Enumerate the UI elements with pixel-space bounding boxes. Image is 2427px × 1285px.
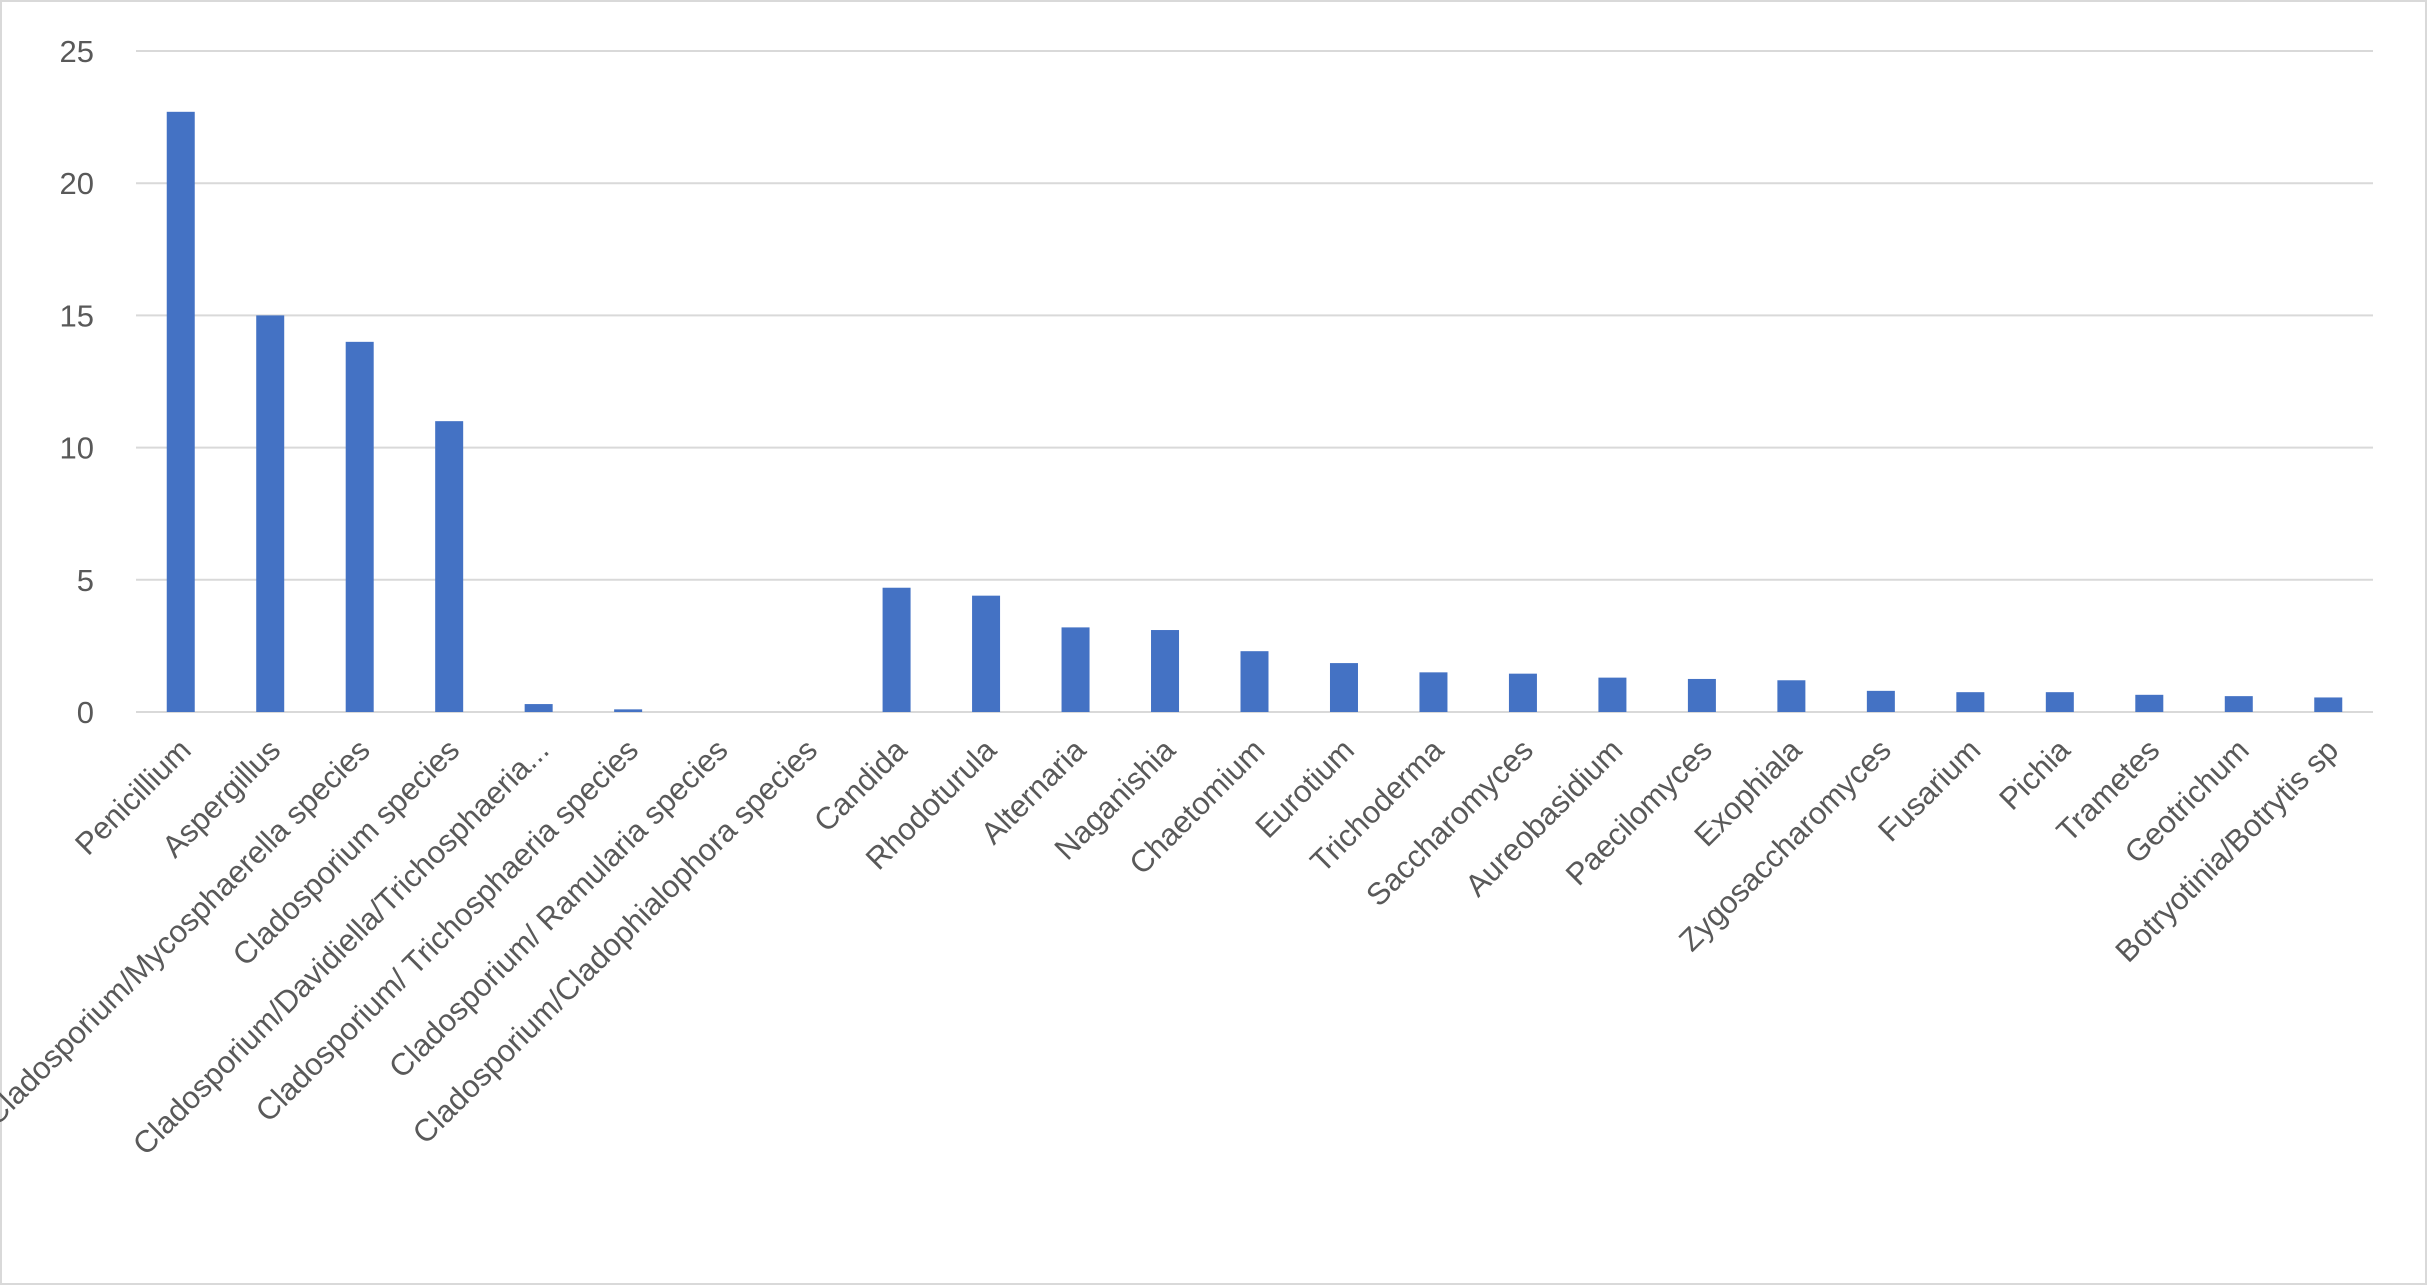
bar [882,587,911,712]
bar [1777,680,1806,712]
y-tick-label: 20 [60,166,94,201]
bar [1956,692,1985,712]
bar [1061,627,1090,712]
y-tick-label: 10 [60,431,94,466]
bar [1151,630,1180,712]
bar [1508,673,1537,712]
y-tick-label: 15 [60,298,94,333]
bar [2224,696,2253,712]
bar [256,315,285,712]
bar [435,421,464,712]
bar [524,704,553,712]
bar [345,341,374,712]
bar [1419,672,1448,712]
bar [1866,690,1895,712]
bar [614,709,643,712]
bar [2135,694,2164,712]
bar [1598,677,1627,712]
y-tick-label: 5 [77,563,94,598]
bar [1240,651,1269,712]
bar [1329,663,1358,712]
y-tick-label: 25 [60,34,94,69]
bar [972,595,1001,712]
bar [2314,697,2343,712]
bar [1687,678,1716,712]
bar [2045,692,2074,712]
bar [166,111,195,712]
y-tick-label: 0 [77,695,94,730]
